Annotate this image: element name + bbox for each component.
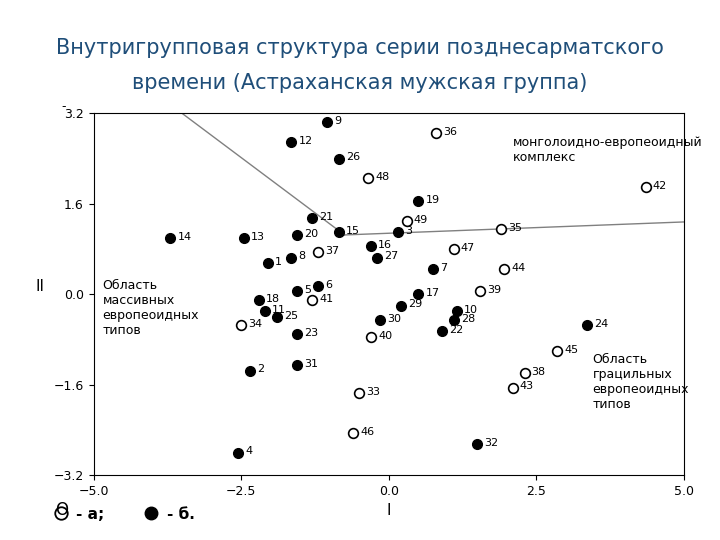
Text: 10: 10 <box>464 305 478 315</box>
Text: 45: 45 <box>564 345 578 355</box>
Text: 19: 19 <box>426 195 439 205</box>
Text: 34: 34 <box>248 319 262 329</box>
Text: 9: 9 <box>334 116 341 126</box>
Text: 35: 35 <box>508 223 522 233</box>
Text: 41: 41 <box>319 294 333 304</box>
Text: Область
массивных
европеоидных
типов: Область массивных европеоидных типов <box>102 279 199 338</box>
Text: времени (Астраханская мужская группа): времени (Астраханская мужская группа) <box>132 73 588 93</box>
Text: 27: 27 <box>384 252 398 261</box>
Text: 8: 8 <box>299 252 305 261</box>
Text: 20: 20 <box>305 229 318 239</box>
Text: 7: 7 <box>440 263 447 273</box>
Text: 48: 48 <box>375 172 390 183</box>
Y-axis label: II: II <box>35 279 44 294</box>
Text: 47: 47 <box>461 243 475 253</box>
Text: 24: 24 <box>594 319 608 329</box>
Text: 18: 18 <box>266 294 280 304</box>
Text: 36: 36 <box>443 127 457 137</box>
Text: 28: 28 <box>461 314 475 323</box>
Text: 44: 44 <box>511 263 526 273</box>
Text: 2: 2 <box>257 364 264 374</box>
Text: 15: 15 <box>346 226 360 236</box>
Text: Внутригрупповая структура серии позднесарматского: Внутригрупповая структура серии позднеса… <box>56 38 664 58</box>
Text: 43: 43 <box>520 381 534 391</box>
Text: 5: 5 <box>305 285 311 295</box>
Text: 11: 11 <box>272 305 286 315</box>
X-axis label: I: I <box>387 503 391 518</box>
Text: 23: 23 <box>305 328 318 338</box>
Text: 25: 25 <box>284 311 298 321</box>
Text: 39: 39 <box>487 285 502 295</box>
Text: 4: 4 <box>246 447 253 456</box>
Text: 38: 38 <box>531 367 546 377</box>
Text: 31: 31 <box>305 359 318 369</box>
Text: 29: 29 <box>408 300 422 309</box>
Text: 21: 21 <box>319 212 333 222</box>
Text: монголоидно-европеоидный
комплекс: монголоидно-европеоидный комплекс <box>513 136 703 164</box>
Text: 32: 32 <box>485 438 498 448</box>
Text: 49: 49 <box>413 215 428 225</box>
Text: 30: 30 <box>387 314 401 323</box>
Text: 17: 17 <box>426 288 439 298</box>
Text: 22: 22 <box>449 325 463 335</box>
Text: 12: 12 <box>299 136 312 146</box>
Text: 16: 16 <box>378 240 392 250</box>
Text: -: - <box>61 100 66 113</box>
Text: 13: 13 <box>251 232 265 241</box>
Text: 42: 42 <box>653 181 667 191</box>
Text: 46: 46 <box>361 427 374 437</box>
Text: 33: 33 <box>366 387 380 397</box>
Text: Область
грацильных
европеоидных
типов: Область грацильных европеоидных типов <box>593 353 689 411</box>
Text: 3: 3 <box>405 226 412 236</box>
Text: 6: 6 <box>325 280 332 289</box>
Text: 1: 1 <box>275 257 282 267</box>
Text: - а;: - а; <box>76 507 104 522</box>
Text: 14: 14 <box>177 232 192 241</box>
Text: 37: 37 <box>325 246 339 256</box>
Text: 40: 40 <box>378 330 392 341</box>
Text: 26: 26 <box>346 152 360 163</box>
Text: O: O <box>55 501 68 519</box>
Text: - б.: - б. <box>167 507 195 522</box>
